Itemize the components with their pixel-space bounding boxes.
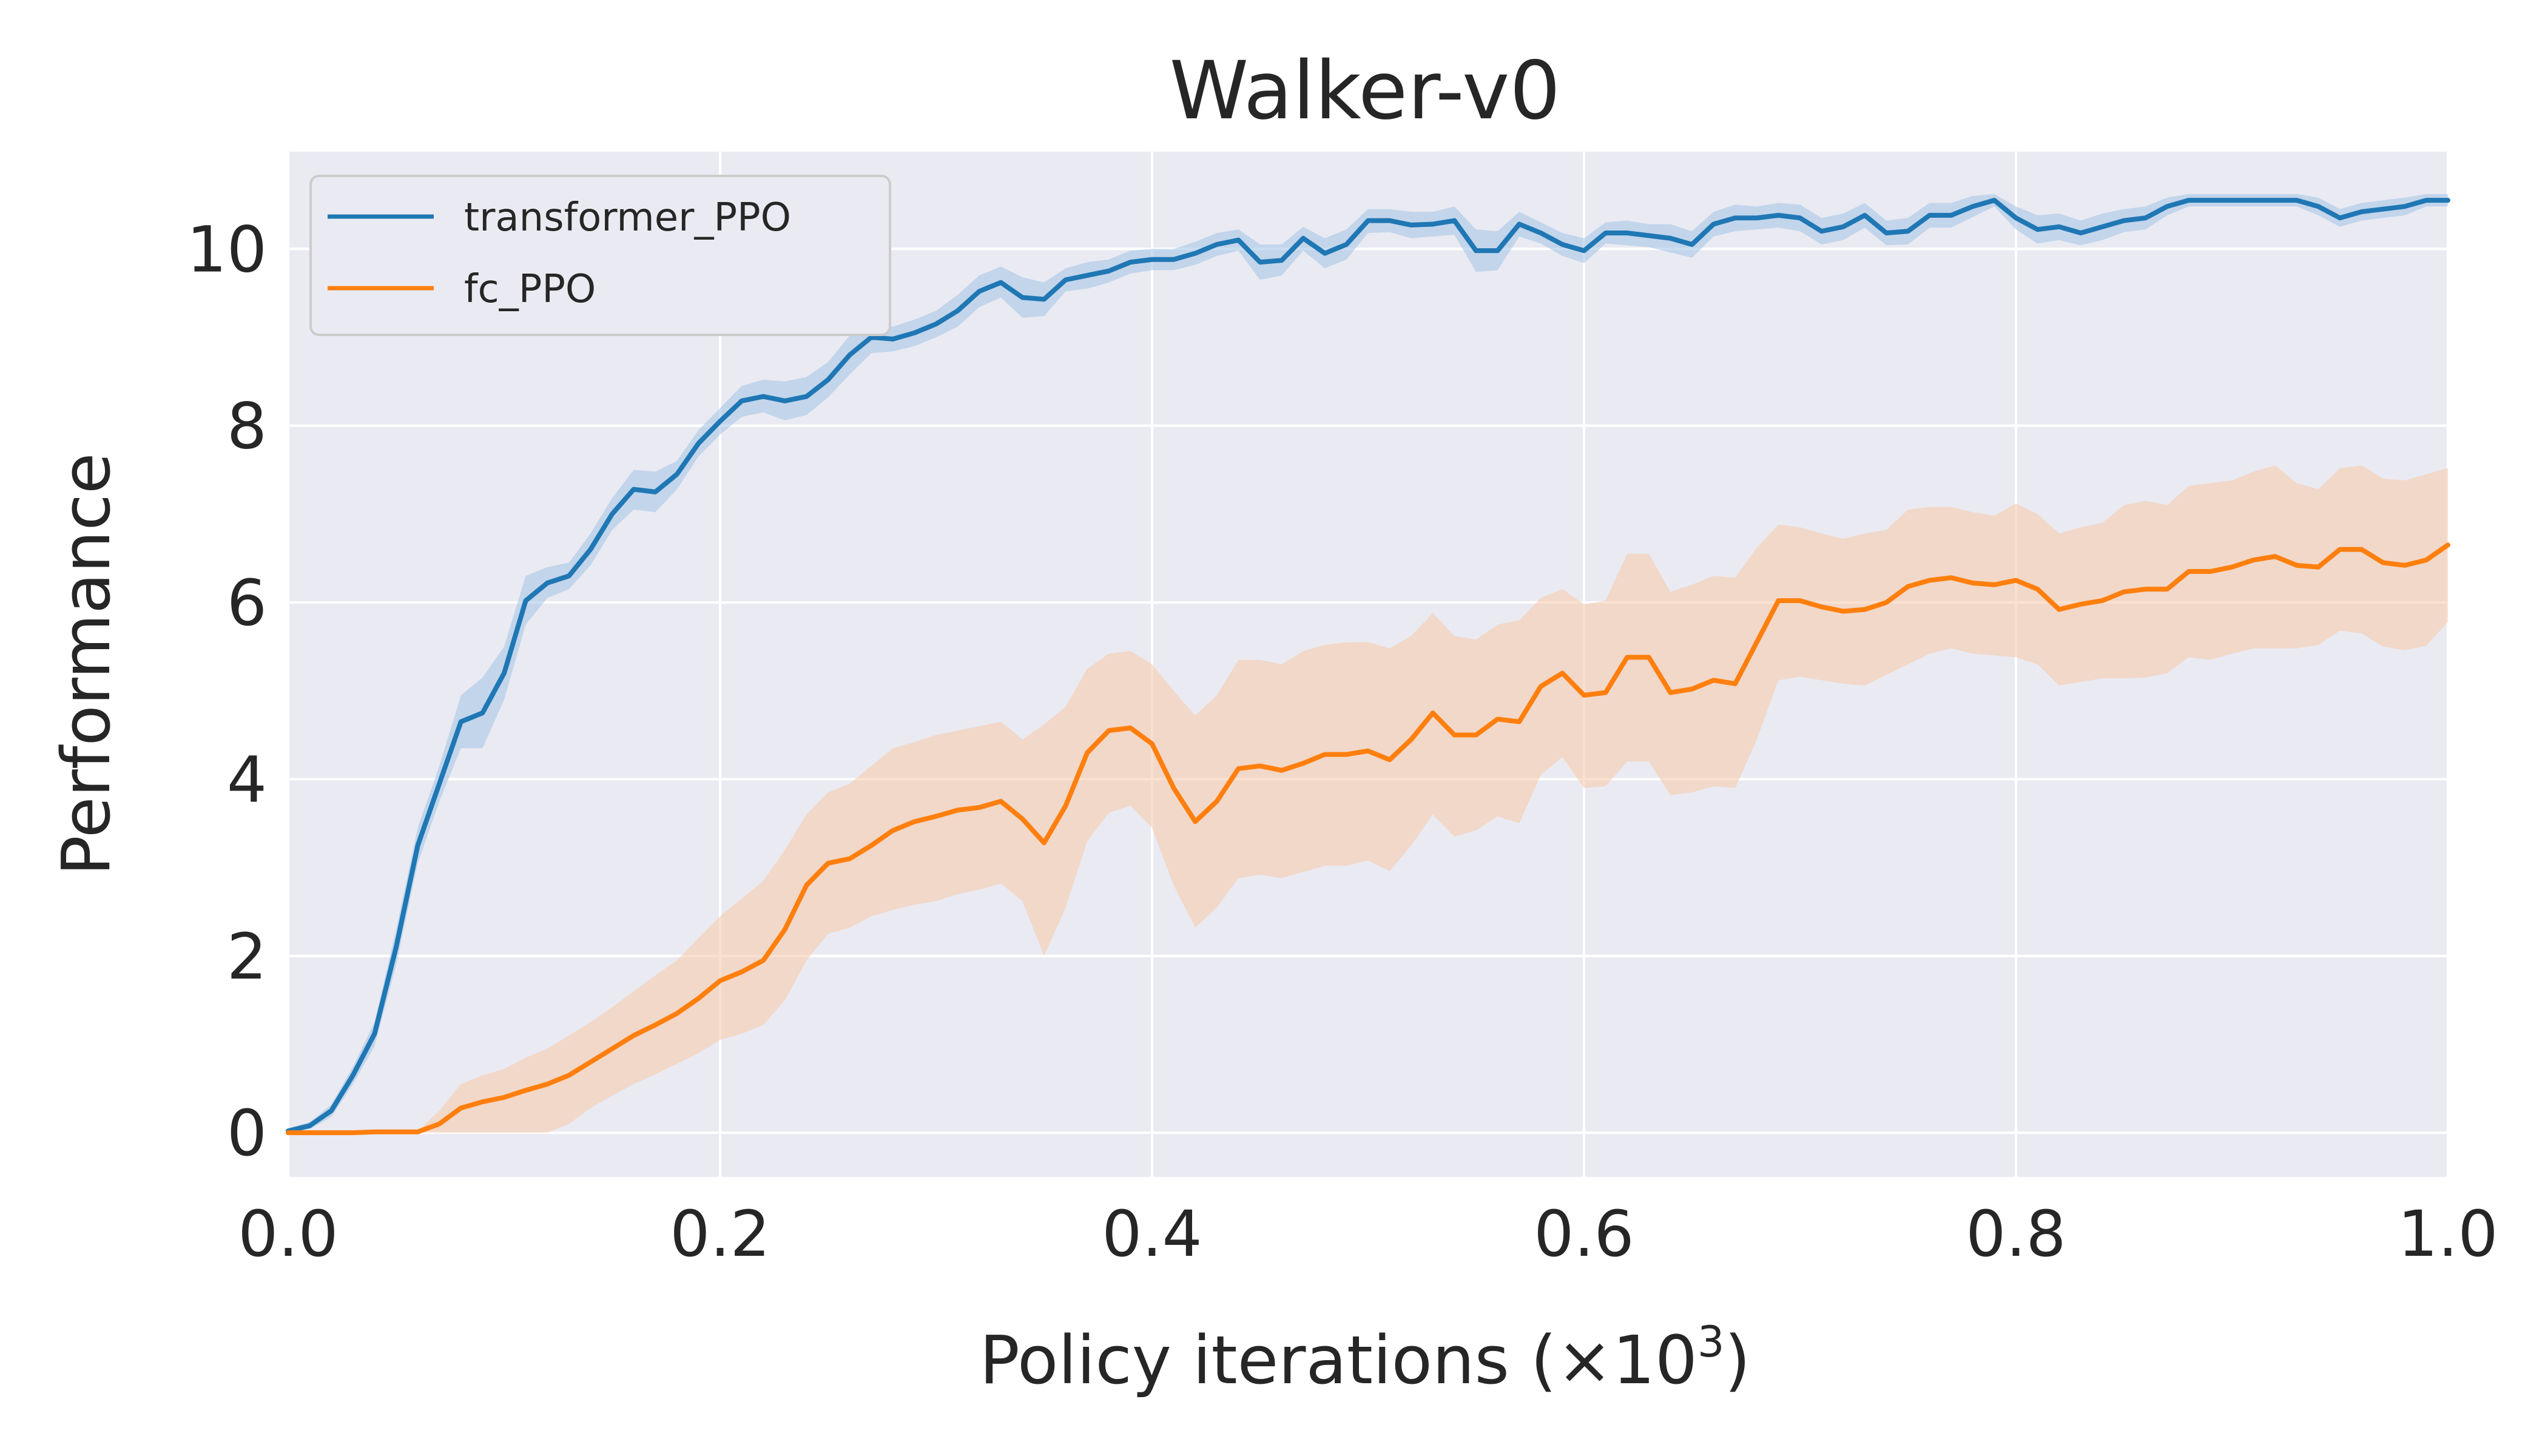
x-axis-label-exponent: 3 <box>1697 1317 1725 1367</box>
line-fc-ppo <box>286 542 2450 1136</box>
legend-box <box>309 175 891 336</box>
y-tick-label: 2 <box>227 920 267 994</box>
x-tick-label: 0.8 <box>1966 1197 2066 1271</box>
band-fc-ppo <box>288 465 2448 1133</box>
chart-title: Walker-v0 <box>1170 44 1561 138</box>
x-axis-label-close: ) <box>1725 1321 1751 1399</box>
y-tick-label: 8 <box>227 389 267 463</box>
x-tick-label: 0.6 <box>1534 1197 1634 1271</box>
x-tick-label: 0.0 <box>238 1197 338 1271</box>
y-tick-label: 10 <box>187 212 267 286</box>
legend-label-fc-ppo: fc_PPO <box>464 267 596 312</box>
x-tick-labels: 0.0 0.2 0.4 0.6 0.8 1.0 <box>238 1197 2498 1271</box>
legend-label-transformer-ppo: transformer_PPO <box>464 195 791 240</box>
x-tick-label: 0.4 <box>1102 1197 1202 1271</box>
x-axis-label-text: Policy iterations (×10 <box>980 1321 1697 1399</box>
series-lines <box>286 198 2450 1136</box>
x-tick-label: 1.0 <box>2398 1197 2498 1271</box>
y-axis-label: Performance <box>47 453 125 875</box>
line-transformer-ppo <box>286 198 2450 1134</box>
x-axis-label: Policy iterations (×103) <box>980 1317 1751 1399</box>
confidence-bands <box>288 194 2448 1133</box>
legend: transformer_PPO fc_PPO <box>309 175 891 336</box>
y-tick-label: 6 <box>227 566 267 640</box>
y-tick-labels: 0 2 4 6 8 10 <box>187 212 267 1170</box>
x-tick-label: 0.2 <box>670 1197 770 1271</box>
y-tick-label: 0 <box>227 1096 267 1170</box>
y-tick-label: 4 <box>227 743 267 817</box>
